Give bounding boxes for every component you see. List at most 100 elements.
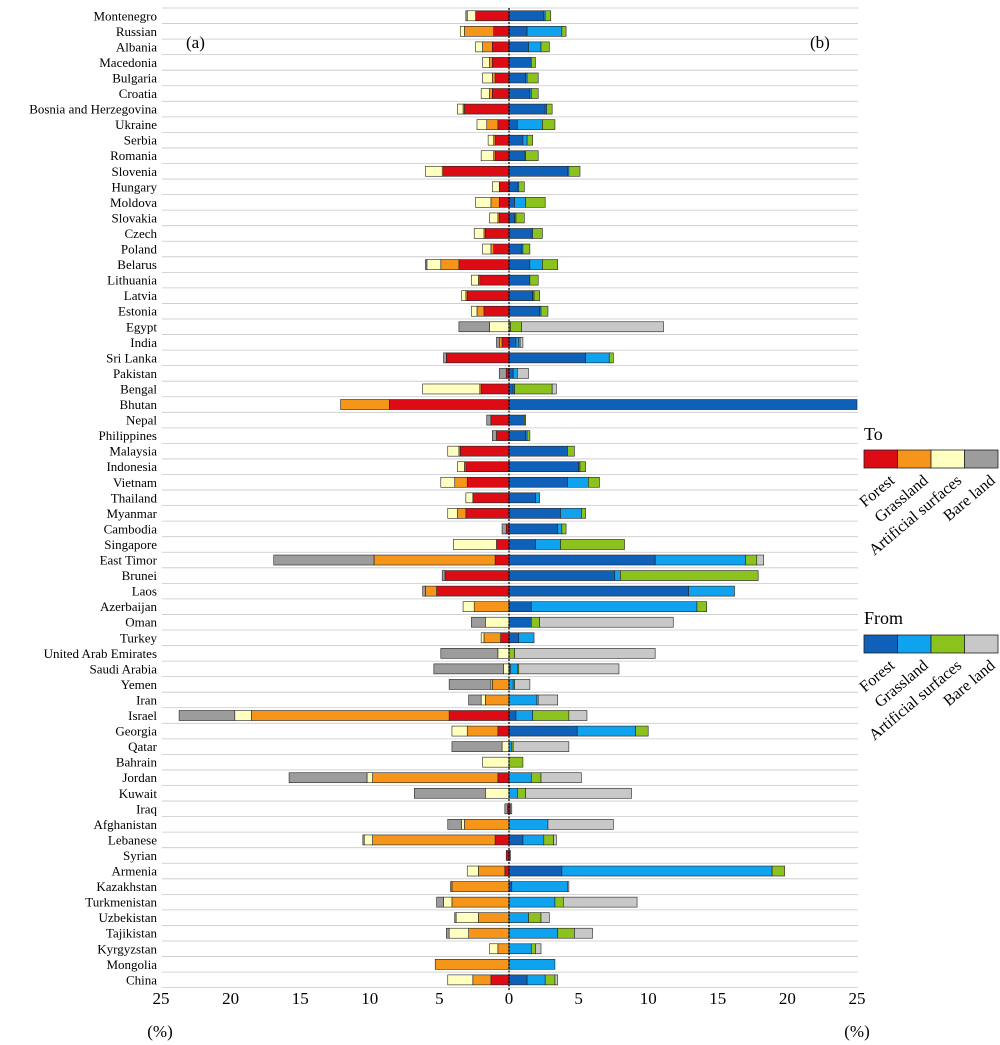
bar-from-segment bbox=[517, 119, 543, 130]
bar-from-segment bbox=[546, 103, 553, 115]
bar-to-segment bbox=[457, 103, 464, 115]
bar-to-segment bbox=[497, 648, 510, 659]
bar-from-segment bbox=[581, 508, 586, 519]
bar-from-segment bbox=[540, 912, 550, 923]
bar-to-segment bbox=[480, 632, 485, 644]
bar-to-segment bbox=[234, 710, 252, 721]
bar-from-segment bbox=[608, 352, 614, 364]
country-label: Montenegro bbox=[93, 8, 157, 23]
bar-from-segment bbox=[535, 539, 561, 550]
legend-from-title: From bbox=[864, 608, 903, 628]
country-label: Iraq bbox=[136, 801, 157, 816]
bar-from-segment bbox=[508, 476, 568, 488]
bar-to-segment bbox=[459, 445, 510, 457]
legend-swatch bbox=[930, 634, 965, 654]
bar-from-segment bbox=[535, 492, 540, 504]
bar-from-segment bbox=[512, 741, 570, 752]
country-label: India bbox=[130, 335, 157, 350]
country-label: Jordan bbox=[122, 770, 157, 785]
x-tick-label: 20 bbox=[222, 989, 239, 1008]
bar-to-segment bbox=[491, 430, 497, 441]
country-label: Cambodia bbox=[104, 521, 158, 536]
bar-to-segment bbox=[501, 523, 507, 535]
x-axis-label-left: (%) bbox=[147, 1022, 172, 1041]
country-label: Slovakia bbox=[112, 210, 158, 225]
bar-to-segment bbox=[451, 896, 510, 908]
bar-to-segment bbox=[448, 679, 492, 690]
bar-to-segment bbox=[494, 134, 510, 146]
country-label: Iran bbox=[136, 692, 157, 707]
bar-to-segment bbox=[451, 881, 510, 892]
bar-to-segment bbox=[483, 632, 501, 644]
bar-from-segment bbox=[539, 616, 674, 628]
bar-from-segment bbox=[540, 305, 549, 317]
bar-from-segment bbox=[515, 337, 520, 348]
bar-from-segment bbox=[508, 912, 529, 923]
bar-from-segment bbox=[508, 554, 656, 566]
bar-to-segment bbox=[485, 694, 510, 706]
bar-from-segment bbox=[540, 41, 550, 53]
country-label: Poland bbox=[121, 242, 158, 257]
grid-layer bbox=[162, 7, 858, 989]
bar-to-segment bbox=[475, 41, 483, 53]
country-label: Armenia bbox=[112, 864, 158, 879]
bar-from-segment bbox=[561, 26, 567, 37]
bar-to-segment bbox=[362, 834, 365, 846]
x-tick-label: 25 bbox=[153, 989, 170, 1008]
country-label: Sri Lanka bbox=[106, 350, 157, 365]
legend-swatch bbox=[897, 634, 932, 654]
country-label: Russian bbox=[116, 24, 158, 39]
bar-from-segment bbox=[515, 212, 525, 224]
bar-from-segment bbox=[554, 896, 564, 908]
bar-from-segment bbox=[557, 927, 575, 939]
bar-from-segment bbox=[508, 150, 525, 162]
bar-to-segment bbox=[482, 72, 493, 84]
bar-from-segment bbox=[508, 601, 532, 612]
bar-from-segment bbox=[614, 570, 621, 581]
bar-from-segment bbox=[508, 197, 515, 208]
bar-from-segment bbox=[567, 881, 570, 892]
country-label: Lebanese bbox=[108, 832, 157, 847]
country-label: Vietnam bbox=[113, 475, 157, 490]
bar-from-segment bbox=[508, 461, 579, 473]
country-label: Latvia bbox=[124, 288, 157, 303]
country-label: Egypt bbox=[126, 319, 157, 334]
bar-from-segment bbox=[508, 10, 545, 22]
bar-from-segment bbox=[529, 274, 539, 286]
country-label: Ukraine bbox=[115, 117, 157, 132]
bar-from-segment bbox=[508, 103, 546, 115]
legend-swatch bbox=[964, 449, 999, 469]
bar-from-segment bbox=[528, 912, 542, 923]
bar-to-segment bbox=[446, 352, 510, 364]
country-label: Lithuania bbox=[107, 273, 157, 288]
bar-to-segment bbox=[491, 679, 510, 690]
bar-to-segment bbox=[497, 725, 510, 737]
country-label: Turkey bbox=[120, 630, 158, 645]
bar-to-segment bbox=[422, 383, 481, 395]
bar-to-segment bbox=[458, 321, 490, 333]
bar-from-segment bbox=[508, 787, 518, 799]
bar-from-segment bbox=[544, 974, 556, 986]
bar-to-segment bbox=[454, 912, 457, 923]
bar-from-segment bbox=[561, 523, 567, 535]
x-tick-label: 0 bbox=[505, 989, 514, 1008]
bar-from-segment bbox=[525, 787, 632, 799]
bar-from-segment bbox=[524, 414, 527, 426]
country-label: Kuwait bbox=[119, 786, 158, 801]
bar-from-segment bbox=[535, 943, 542, 955]
bar-to-segment bbox=[486, 414, 492, 426]
bar-from-segment bbox=[530, 772, 542, 784]
bar-from-segment bbox=[510, 663, 518, 675]
bar-from-segment bbox=[508, 616, 532, 628]
bar-to-segment bbox=[433, 663, 504, 675]
bar-from-segment bbox=[568, 165, 581, 177]
bar-to-segment bbox=[483, 305, 510, 317]
bar-from-segment bbox=[508, 430, 527, 441]
bar-to-segment bbox=[372, 772, 499, 784]
bar-from-segment bbox=[654, 554, 746, 566]
country-label: Laos bbox=[132, 584, 157, 599]
x-tick-label: 5 bbox=[435, 989, 444, 1008]
